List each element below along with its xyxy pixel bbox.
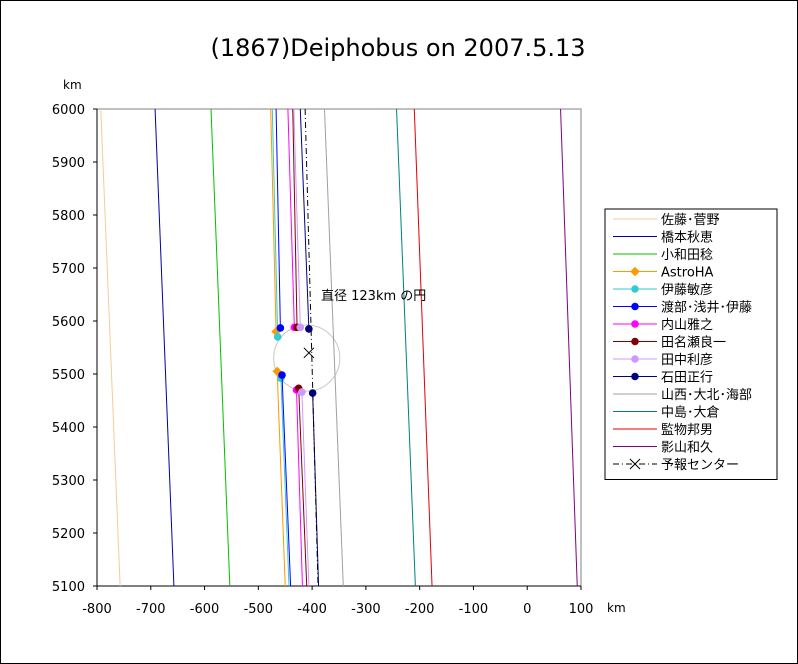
- legend-swatch-marker: [631, 302, 639, 311]
- y-tick-label: 5800: [52, 209, 85, 224]
- series-line: [413, 108, 433, 587]
- x-tick-label: -100: [459, 602, 489, 617]
- legend-swatch-marker: [629, 458, 641, 470]
- series-line: [299, 108, 310, 329]
- legend-label: 山西･大北･海部: [661, 388, 752, 403]
- y-tick-label: 6000: [52, 103, 85, 118]
- series-point: [303, 347, 315, 359]
- legend-swatch-marker: [630, 266, 640, 277]
- legend-label: AstroHA: [661, 266, 714, 281]
- series-line: [560, 108, 578, 587]
- plot-box: [96, 108, 582, 587]
- y-tick-label: 5200: [52, 527, 85, 542]
- series-line: [396, 108, 416, 587]
- x-tick-label: -800: [82, 602, 112, 617]
- legend-label: 予報センター: [661, 458, 739, 473]
- legend-label: 石田正行: [661, 371, 713, 386]
- series-line: [271, 108, 279, 337]
- x-tick-label: -200: [405, 602, 435, 617]
- series-line: [280, 378, 290, 587]
- y-tick-label: 5700: [52, 262, 85, 277]
- legend-label: 影山和久: [661, 441, 713, 456]
- chart-title: (1867)Deiphobus on 2007.5.13: [210, 34, 585, 62]
- series-point: [273, 333, 282, 341]
- legend-label: 内山雅之: [661, 317, 713, 333]
- series-line: [287, 108, 295, 328]
- legend-label: 監物邦男: [661, 422, 713, 438]
- series-line: [292, 108, 298, 328]
- diameter-circle: [273, 324, 341, 392]
- legend-swatch-marker: [631, 285, 639, 293]
- series-line: [281, 375, 292, 587]
- x-axis-unit: km: [607, 601, 626, 615]
- x-tick-label: -700: [136, 602, 166, 617]
- plot-area: -800 -700 -600 -500 -400 -300 -200 -100 0 100 5100…: [52, 103, 594, 617]
- y-tick-label: 5500: [52, 368, 85, 383]
- x-tick-label: -600: [190, 602, 220, 617]
- y-tick-label: 5400: [52, 421, 85, 436]
- legend-label: 中島･大倉: [661, 406, 720, 421]
- legend-swatch-marker: [631, 337, 639, 346]
- series-line: [270, 108, 277, 332]
- series-line: [304, 108, 319, 587]
- legend-swatch-marker: [631, 320, 639, 328]
- x-tick-label: -300: [351, 602, 381, 617]
- series-line: [323, 108, 344, 587]
- legend-swatch-marker: [631, 372, 639, 381]
- y-tick-label: 5600: [52, 315, 85, 330]
- series-point: [278, 371, 286, 379]
- series-line: [301, 392, 310, 587]
- legend-label: 橋本秋恵: [661, 231, 713, 246]
- series-line: [298, 388, 308, 587]
- y-tick-label: 5900: [52, 156, 85, 171]
- series-line: [293, 108, 301, 328]
- x-tick-label: 0: [523, 602, 531, 617]
- series-line: [210, 108, 231, 587]
- legend-label: 小和田稔: [661, 248, 713, 263]
- series-line: [100, 108, 121, 587]
- series-line: [275, 108, 281, 328]
- y-axis-unit: km: [63, 78, 82, 92]
- series-point: [298, 388, 306, 396]
- series-point: [276, 324, 285, 332]
- legend-label: 田名瀬良一: [661, 335, 726, 351]
- series-point: [296, 323, 305, 332]
- series-line: [296, 389, 303, 587]
- circle-annotation: 直径 123km の円: [321, 289, 426, 304]
- legend-label: 渡部･浅井･伊藤: [661, 300, 752, 316]
- legend-label: 伊藤敏彦: [661, 282, 713, 298]
- x-tick-label: -500: [244, 602, 274, 617]
- series-line: [154, 108, 175, 587]
- y-tick-label: 5100: [52, 580, 85, 595]
- y-tick-label: 5300: [52, 474, 85, 489]
- x-tick-label: -400: [297, 602, 327, 617]
- legend-swatch-marker: [631, 355, 639, 363]
- x-tick-label: 100: [569, 602, 594, 617]
- series-point: [305, 325, 313, 333]
- legend-label: 田中利彦: [661, 352, 713, 368]
- series-line: [276, 371, 286, 587]
- legend-label: 佐藤･菅野: [661, 213, 720, 228]
